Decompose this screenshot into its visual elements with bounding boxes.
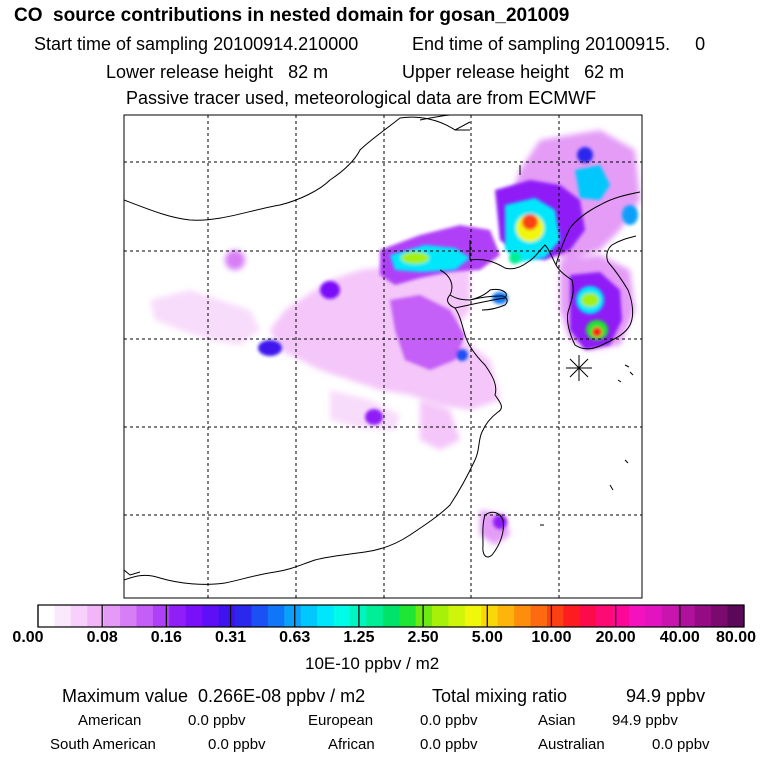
tracer-note: Passive tracer used, meteorological data… xyxy=(126,88,597,108)
colorbar-swatch xyxy=(432,605,449,627)
colorbar-swatch xyxy=(300,605,318,627)
colorbar-swatch xyxy=(103,605,121,627)
colorbar-swatch xyxy=(120,605,138,627)
colorbar-tick-label: 0.16 xyxy=(150,629,182,646)
colorbar-swatch xyxy=(727,605,745,627)
region-value-african: 0.0 ppbv xyxy=(420,736,478,753)
colorbar-swatch xyxy=(612,605,630,627)
colorbar-swatch xyxy=(399,605,417,627)
colorbar-swatch xyxy=(70,605,88,627)
colorbar-swatch xyxy=(661,605,679,627)
colorbar-swatch xyxy=(54,605,72,627)
colorbar-swatch xyxy=(317,605,335,627)
colorbar-swatch xyxy=(152,605,170,627)
region-value-south-american: 0.0 ppbv xyxy=(208,736,266,753)
colorbar-tick-label: 10.00 xyxy=(531,629,572,646)
region-name-african: African xyxy=(328,736,375,753)
start-time: Start time of sampling 20100914.210000 xyxy=(34,34,359,54)
colorbar-swatch xyxy=(333,605,351,627)
maximum-value: Maximum value 0.266E-08 ppbv / m2 xyxy=(62,686,366,706)
colorbar-swatch xyxy=(530,605,548,627)
colorbar-tick-label: 0.63 xyxy=(279,629,311,646)
colorbar-swatch xyxy=(415,605,433,627)
colorbar-swatch xyxy=(251,605,269,627)
colorbar-swatch xyxy=(694,605,712,627)
colorbar-swatch xyxy=(514,605,532,627)
colorbar-swatch xyxy=(448,605,466,627)
colorbar-tick-label: 0.31 xyxy=(214,629,247,646)
receptor-marker xyxy=(566,355,592,381)
colorbar-swatch xyxy=(169,605,187,627)
colorbar-swatch xyxy=(267,605,285,627)
colorbar-swatch xyxy=(464,605,482,627)
colorbar-swatch xyxy=(678,605,696,627)
colorbar-swatch xyxy=(235,605,252,627)
region-name-asian: Asian xyxy=(538,712,576,729)
map-frame xyxy=(123,114,643,599)
colorbar-swatch xyxy=(87,605,105,627)
concentration-field xyxy=(124,115,642,598)
colorbar-tick-label: 2.50 xyxy=(407,629,439,646)
region-value-american: 0.0 ppbv xyxy=(188,712,246,729)
colorbar-tick-label: 0.08 xyxy=(86,629,118,646)
colorbar-swatch xyxy=(366,605,384,627)
lower-release-height: Lower release height 82 m xyxy=(106,62,329,82)
colorbar-swatch xyxy=(711,605,729,627)
coastlines xyxy=(124,115,641,585)
colorbar-swatch xyxy=(596,605,614,627)
colorbar-swatch xyxy=(202,605,220,627)
region-name-european: European xyxy=(308,712,374,729)
region-value-australian: 0.0 ppbv xyxy=(652,736,710,753)
upper-release-height: Upper release height 62 m xyxy=(402,62,625,82)
colorbar-swatch xyxy=(218,605,236,627)
colorbar-swatch xyxy=(382,605,400,627)
colorbar-swatch xyxy=(579,605,597,627)
colorbar-tick-label: 20.00 xyxy=(595,629,636,646)
colorbar-swatch xyxy=(629,605,646,627)
total-mixing-value: 94.9 ppbv xyxy=(626,686,706,706)
colorbar-swatch xyxy=(38,605,55,627)
region-name-south-american: South American xyxy=(50,736,156,753)
colorbar xyxy=(37,604,745,628)
colorbar-tick-label: 80.00 xyxy=(715,629,757,646)
region-value-asian: 94.9 ppbv xyxy=(612,712,678,729)
end-time: End time of sampling 20100915. 0 xyxy=(412,34,706,54)
total-mixing-label: Total mixing ratio xyxy=(432,686,568,706)
colorbar-swatch xyxy=(185,605,203,627)
colorbar-swatch xyxy=(284,605,302,627)
colorbar-tick-label: 1.25 xyxy=(343,629,375,646)
colorbar-swatch xyxy=(481,605,499,627)
colorbar-swatch xyxy=(546,605,564,627)
colorbar-frame xyxy=(37,604,745,628)
colorbar-unit: 10E-10 ppbv / m2 xyxy=(305,654,440,673)
region-value-european: 0.0 ppbv xyxy=(420,712,478,729)
graticule xyxy=(124,115,642,598)
chart-title: CO source contributions in nested domain… xyxy=(14,5,570,26)
region-name-australian: Australian xyxy=(538,736,605,753)
region-name-american: American xyxy=(78,712,142,729)
colorbar-swatch xyxy=(136,605,154,627)
colorbar-tick-label: 0.00 xyxy=(12,629,44,646)
colorbar-swatch xyxy=(497,605,515,627)
colorbar-swatch xyxy=(645,605,663,627)
colorbar-tick-label: 40.00 xyxy=(659,629,700,646)
colorbar-swatch xyxy=(563,605,581,627)
colorbar-tick-label: 5.00 xyxy=(471,629,503,646)
